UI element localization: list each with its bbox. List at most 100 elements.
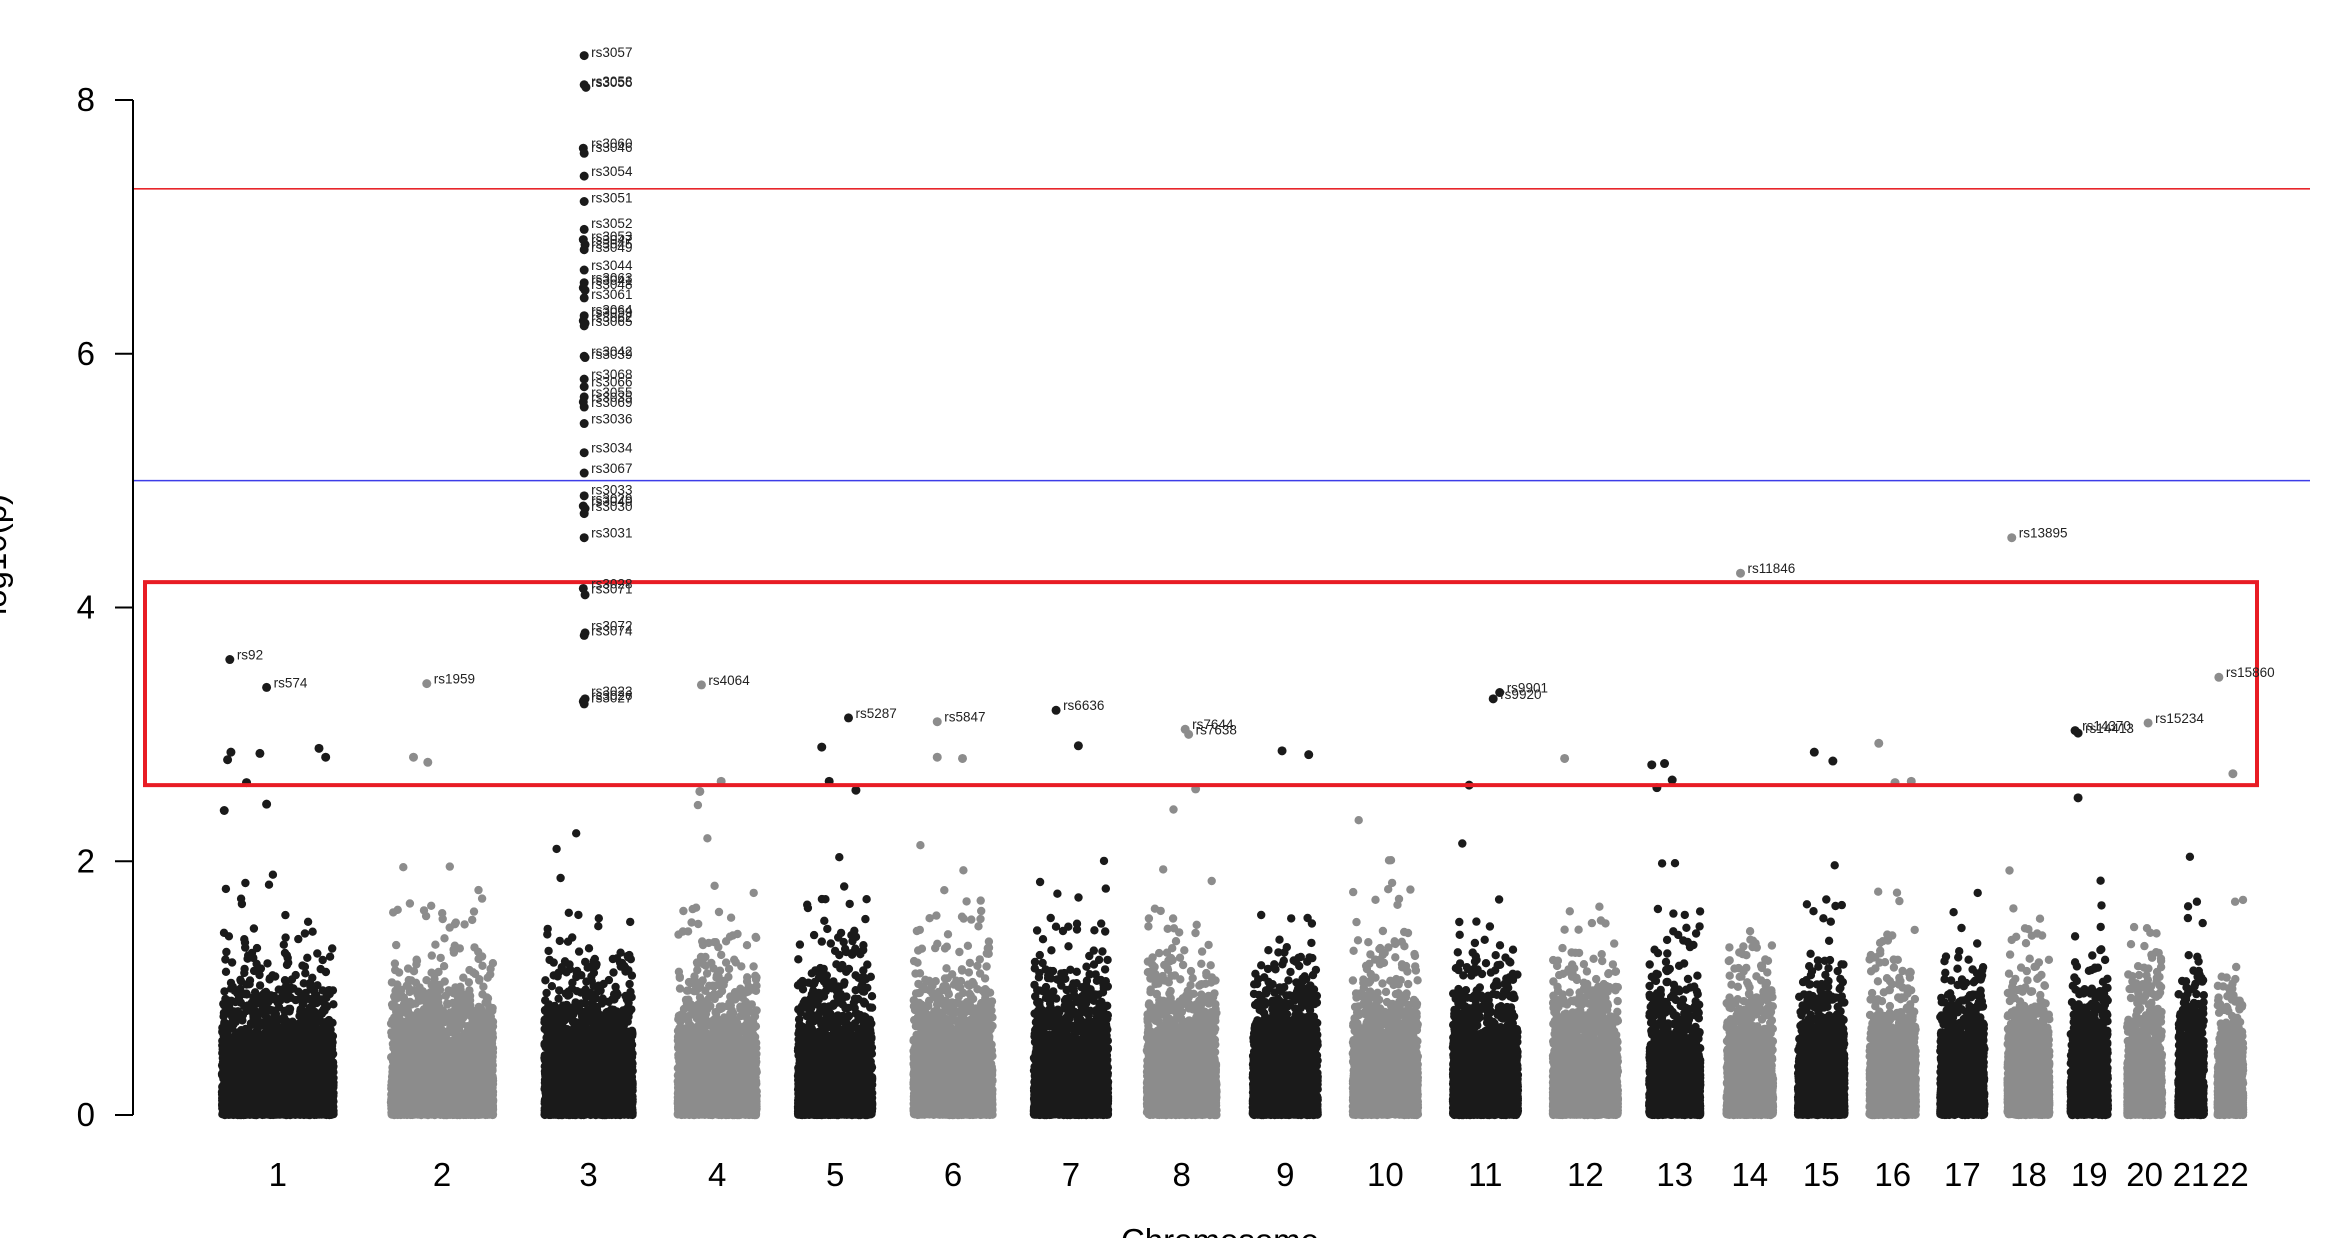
- snp-label: rs3036: [591, 411, 632, 426]
- x-tick-label: 13: [1656, 1156, 1693, 1193]
- snp-label: rs14413: [2085, 721, 2134, 736]
- snp-label: rs3035: [591, 390, 632, 405]
- x-tick-label: 2: [433, 1156, 451, 1193]
- chromosome-2-points: [386, 862, 498, 1120]
- y-axis: 0 2 4 6 8: [77, 81, 134, 1133]
- peak-point: [2228, 769, 2238, 779]
- snp-label: rs3045: [591, 236, 632, 251]
- x-tick-label: 18: [2010, 1156, 2047, 1193]
- snp-point: [1184, 729, 1194, 739]
- x-tick-label: 22: [2212, 1156, 2249, 1193]
- chr3-hit-point: [579, 509, 589, 519]
- chr3-hit-point: [579, 148, 589, 158]
- x-tick-label: 7: [1062, 1156, 1080, 1193]
- snp-label: rs3071: [591, 581, 632, 596]
- x-tick-label: 5: [826, 1156, 844, 1193]
- peak-point: [223, 755, 233, 765]
- peak-point: [1874, 738, 1884, 748]
- chr3-hit-point: [580, 628, 590, 638]
- peak-point: [817, 742, 827, 752]
- peak-point: [932, 752, 942, 762]
- snp-point: [2073, 728, 2083, 738]
- x-tick-label: 9: [1276, 1156, 1294, 1193]
- snp-point: [844, 713, 854, 723]
- snp-label: rs3040: [591, 494, 632, 509]
- chromosome-4-points: [673, 800, 761, 1120]
- snp-label: rs3030: [591, 499, 632, 514]
- chr3-hit-point: [580, 353, 590, 363]
- x-tick-label: 3: [579, 1156, 597, 1193]
- snp-label: rs7644: [1192, 717, 1234, 732]
- snp-label: rs3041: [591, 273, 632, 288]
- x-tick-label: 11: [1468, 1156, 1502, 1193]
- snp-label: rs9901: [1507, 680, 1548, 695]
- snp-point: [2214, 672, 2224, 682]
- chromosome-17-points: [1936, 888, 1989, 1120]
- peak-point: [226, 747, 236, 757]
- chromosome-8-points: [1142, 805, 1221, 1120]
- snp-label: rs3064: [591, 302, 633, 317]
- snp-label: rs3066: [591, 375, 632, 390]
- snp-label: rs14370: [2082, 718, 2131, 733]
- x-tick-label: 16: [1874, 1156, 1911, 1193]
- snp-label: rs3028: [591, 576, 632, 591]
- x-tick-label: 15: [1803, 1156, 1840, 1193]
- snp-label: rs9920: [1500, 687, 1541, 702]
- highlight-box: [143, 580, 2259, 788]
- chromosome-7-points: [1029, 856, 1113, 1120]
- snp-point: [1488, 694, 1498, 704]
- snp-label: rs3058: [591, 74, 632, 89]
- x-tick-label: 12: [1567, 1156, 1604, 1193]
- chr3-hit-point: [579, 51, 589, 61]
- chr3-hit-point: [579, 448, 589, 458]
- snp-point: [2007, 533, 2017, 543]
- peak-point: [2073, 793, 2083, 803]
- snp-label: rs3067: [591, 461, 632, 476]
- snp-label: rs3060: [591, 136, 632, 151]
- chromosome-13-points: [1645, 859, 1705, 1120]
- snp-label: rs3065: [591, 314, 632, 329]
- snp-point: [262, 682, 272, 692]
- chromosome-12-points: [1548, 902, 1623, 1120]
- x-tick-label: 4: [708, 1156, 726, 1193]
- snp-label: rs3063: [591, 271, 632, 286]
- chromosome-3-points: [540, 829, 637, 1120]
- peak-point: [262, 799, 272, 809]
- chr3-hit-point: [580, 285, 590, 295]
- peak-point: [1304, 750, 1314, 760]
- x-tick-label: 19: [2071, 1156, 2108, 1193]
- chr3-hit-point: [579, 402, 589, 412]
- chr3-hit-point: [579, 171, 589, 181]
- chr3-hit-point: [579, 419, 589, 429]
- chr3-hit-point: [579, 224, 589, 234]
- chr3-hit-point: [579, 491, 589, 501]
- snp-label: rs15234: [2155, 711, 2204, 726]
- snp-point: [422, 679, 432, 689]
- peak-point: [321, 752, 331, 762]
- snp-label: rs5847: [944, 710, 985, 725]
- peak-point: [958, 753, 968, 763]
- snp-label: rs3052: [591, 216, 632, 231]
- chromosome-16-points: [1865, 887, 1921, 1120]
- snp-label: rs6636: [1063, 698, 1104, 713]
- snp-label: rs7638: [1196, 722, 1237, 737]
- chr3-hit-point: [579, 245, 589, 255]
- chromosome-1-points: [217, 870, 338, 1120]
- peak-point: [695, 786, 705, 796]
- peak-point: [1809, 747, 1819, 757]
- snp-point: [932, 717, 942, 727]
- snp-point: [2143, 718, 2153, 728]
- x-tick-label: 6: [944, 1156, 962, 1193]
- chr3-hit-point: [581, 82, 591, 92]
- peak-point: [1828, 756, 1838, 766]
- chromosome-14-points: [1722, 927, 1778, 1120]
- background-points: [217, 800, 2248, 1120]
- significant-points: [219, 51, 2238, 815]
- snp-label: rs3061: [591, 287, 632, 302]
- snp-label: rs3034: [591, 441, 633, 456]
- threshold-lines: [133, 188, 2310, 482]
- snp-label: rs3047: [591, 233, 632, 248]
- peak-point: [219, 806, 229, 815]
